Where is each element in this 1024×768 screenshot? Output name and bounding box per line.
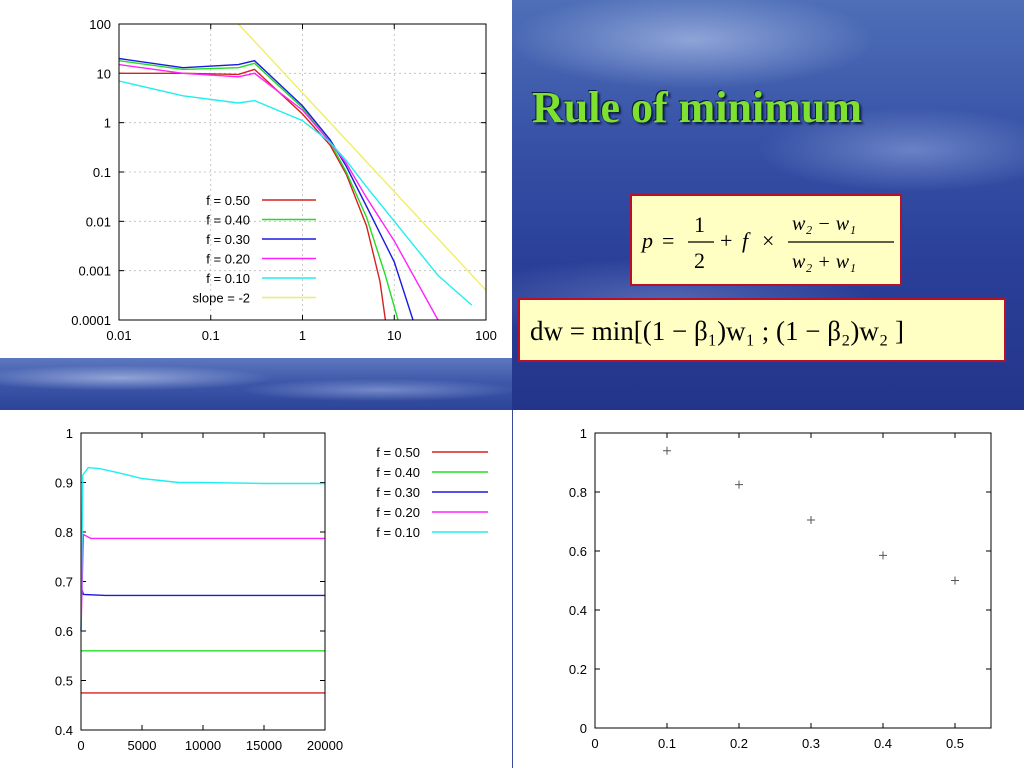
legend-label: f = 0.40 — [376, 465, 420, 480]
scatter-point — [663, 446, 671, 455]
formula-half-den: 2 — [694, 248, 705, 273]
y-tick-label: 0.6 — [55, 624, 73, 639]
chart-time-series: 0 5000 10000 15000 20000 0.4 0.5 0.6 0.7 0.8 0.9 1 f… — [55, 426, 488, 753]
formula-dw: dw = min[(1 − β₁)w₁ ; (1 − β₂)w₂ ] — [518, 298, 1006, 362]
slide-title: Rule of minimum — [532, 83, 862, 132]
plot-frame — [594, 432, 992, 729]
series-line — [118, 60, 399, 321]
x-tick-label: 0.5 — [946, 736, 964, 751]
y-tick-label: 0.001 — [78, 264, 111, 279]
series-line — [80, 466, 325, 632]
formula-dw-text: dw = min[(1 − β₁)w₁ ; (1 − β₂)w₂ ] — [530, 316, 904, 346]
legend-label: f = 0.20 — [376, 505, 420, 520]
legend-label: f = 0.30 — [376, 485, 420, 500]
y-tick-label: 0.1 — [93, 165, 111, 180]
series-line — [118, 63, 439, 321]
y-tick-label: 0.2 — [569, 662, 587, 677]
legend-label: f = 0.10 — [206, 271, 250, 286]
y-tick-label: 0.9 — [55, 476, 73, 491]
y-tick-label: 0.8 — [569, 485, 587, 500]
x-tick-label: 0.1 — [202, 328, 220, 343]
legend-label: f = 0.50 — [206, 193, 250, 208]
x-tick-label: 100 — [475, 328, 497, 343]
y-tick-label: 100 — [89, 17, 111, 32]
x-tick-label: 15000 — [246, 738, 282, 753]
y-tick-label: 1 — [580, 426, 587, 441]
formula-f: f — [742, 228, 751, 253]
legend-label: f = 0.10 — [376, 525, 420, 540]
background-band — [0, 358, 512, 410]
x-tick-label: 1 — [299, 328, 306, 343]
y-tick-label: 0.0001 — [71, 313, 111, 328]
x-tick-label: 10 — [387, 328, 401, 343]
y-tick-label: 0.8 — [55, 525, 73, 540]
formula-frac-den: w₂ + w₁ — [792, 251, 856, 273]
divider-line — [512, 410, 513, 768]
y-tick-label: 0.7 — [55, 575, 73, 590]
scatter-point — [879, 551, 887, 560]
x-tick-label: 5000 — [128, 738, 157, 753]
legend-label: f = 0.50 — [376, 445, 420, 460]
chart-scatter: 0 0.1 0.2 0.3 0.4 0.5 0 0.2 0.4 0.6 0.8 1 — [569, 426, 992, 751]
chart-loglog: 0.01 0.1 1 10 100 0.0001 0.001 0.01 0.1 1 10 100 f =… — [71, 17, 497, 343]
plot-frame — [80, 432, 326, 731]
x-tick-label: 0 — [77, 738, 84, 753]
y-tick-label: 0 — [580, 721, 587, 736]
formula-p-lhs: p — [640, 228, 653, 253]
legend-label: f = 0.20 — [206, 252, 250, 267]
formula-half-num: 1 — [694, 212, 705, 237]
x-tick-label: 0.01 — [106, 328, 131, 343]
x-tick-label: 10000 — [185, 738, 221, 753]
x-tick-label: 0.4 — [874, 736, 892, 751]
plot-area — [81, 433, 325, 730]
formula-plus: + — [720, 228, 732, 253]
y-tick-label: 0.6 — [569, 544, 587, 559]
legend-label: f = 0.30 — [206, 232, 250, 247]
series-line — [118, 80, 473, 306]
x-tick-label: 0.1 — [658, 736, 676, 751]
series-line — [237, 23, 487, 291]
legend-label: slope = -2 — [193, 291, 250, 306]
scatter-point — [735, 480, 743, 489]
legend-label: f = 0.40 — [206, 213, 250, 228]
y-tick-label: 0.4 — [569, 603, 587, 618]
x-tick-label: 0.2 — [730, 736, 748, 751]
formula-frac-num: w₂ − w₁ — [792, 213, 856, 235]
x-tick-label: 20000 — [307, 738, 343, 753]
scatter-point — [807, 516, 815, 525]
scatter-point — [951, 576, 959, 585]
series-line — [118, 57, 414, 321]
formula-probability: p = 1 2 + f × w₂ − w₁ w₂ + w₁ — [630, 194, 902, 286]
plot-area — [595, 433, 991, 728]
formula-p-eq: = — [662, 228, 674, 253]
y-tick-label: 10 — [97, 66, 111, 81]
formula-times: × — [762, 228, 774, 253]
plot-frame — [118, 23, 487, 321]
y-tick-label: 0.01 — [86, 214, 111, 229]
y-tick-label: 1 — [104, 116, 111, 131]
x-tick-label: 0 — [591, 736, 598, 751]
y-tick-label: 1 — [66, 426, 73, 441]
y-tick-label: 0.4 — [55, 723, 73, 738]
x-tick-label: 0.3 — [802, 736, 820, 751]
series-line — [119, 68, 387, 321]
y-tick-label: 0.5 — [55, 674, 73, 689]
